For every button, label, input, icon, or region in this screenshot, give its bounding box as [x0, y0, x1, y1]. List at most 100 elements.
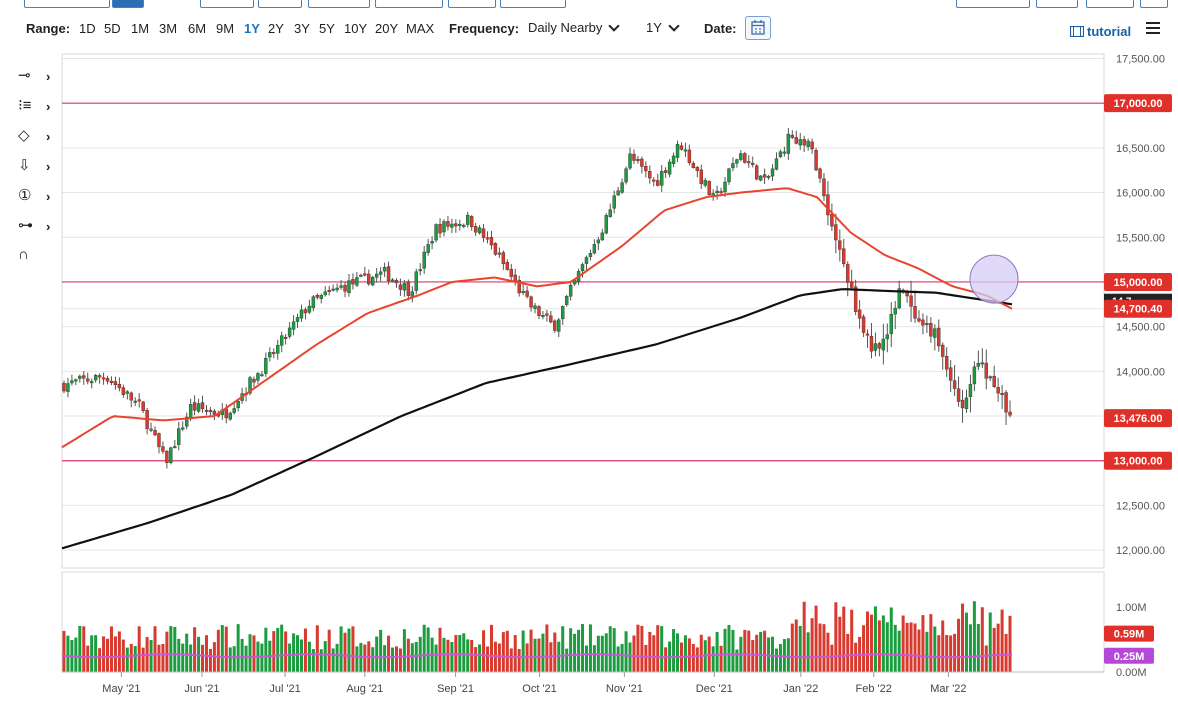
candle-body — [952, 380, 957, 389]
volume-bar — [434, 644, 438, 672]
volume-bar — [925, 631, 929, 672]
menu-icon[interactable] — [1146, 22, 1160, 34]
candle-body — [703, 180, 707, 186]
candle-body — [196, 403, 201, 412]
range-3y[interactable]: 3Y — [294, 21, 310, 36]
line-tool[interactable]: ⊸ › — [18, 66, 58, 96]
candle-body — [351, 279, 355, 285]
volume-bar — [129, 643, 133, 672]
candle — [968, 374, 973, 413]
fibonacci-tool[interactable]: ⁝≡ › — [18, 96, 58, 126]
volume-bar — [398, 648, 402, 672]
candle — [458, 219, 462, 231]
candle — [343, 281, 347, 298]
volume-bar — [905, 622, 909, 672]
candle — [842, 238, 846, 268]
symbol-go-button[interactable] — [112, 0, 144, 8]
candle — [663, 167, 668, 178]
candle-body — [173, 446, 177, 449]
candle-body — [525, 290, 529, 297]
candle-body — [477, 227, 482, 234]
candle-body — [592, 244, 597, 254]
candle — [212, 408, 217, 421]
candle-body — [537, 306, 541, 316]
range-5y[interactable]: 5Y — [319, 21, 335, 36]
candle — [857, 300, 862, 329]
candle — [648, 165, 652, 184]
candle — [925, 315, 929, 333]
range-3m[interactable]: 3M — [159, 21, 178, 36]
range-20y[interactable]: 20Y — [375, 21, 399, 36]
tutorial-link[interactable]: tutorial — [1069, 24, 1131, 39]
range-1y[interactable]: 1Y — [244, 21, 260, 36]
top-button-8[interactable] — [1036, 0, 1078, 8]
grid — [62, 57, 1104, 551]
candle — [778, 149, 783, 158]
candle-body — [121, 387, 126, 395]
candle-body — [620, 182, 624, 193]
frequency-select[interactable]: Daily Nearby — [528, 20, 621, 35]
top-button-6[interactable] — [500, 0, 566, 8]
candle-body — [327, 289, 331, 292]
range-10y[interactable]: 10Y — [344, 21, 368, 36]
volume-bar — [660, 626, 664, 672]
candle-body — [311, 296, 316, 309]
volume-bar — [620, 643, 624, 672]
range-max[interactable]: MAX — [406, 21, 435, 36]
top-button-1[interactable] — [200, 0, 254, 8]
volume-bar — [691, 643, 695, 672]
candle — [410, 286, 415, 303]
volume-badge — [1104, 625, 1154, 642]
annotation-tool[interactable]: ① › — [18, 186, 58, 216]
measure-tool[interactable]: ⊶ › — [18, 216, 58, 246]
volume-bar — [901, 615, 905, 672]
range-6m[interactable]: 6M — [188, 21, 207, 36]
arrow-tool[interactable]: ⇩ › — [18, 156, 58, 186]
top-button-4[interactable] — [375, 0, 443, 8]
candle-body — [184, 416, 189, 427]
volume-bar — [355, 646, 359, 672]
range-5d[interactable]: 5D — [104, 21, 121, 36]
candle-body — [691, 162, 696, 168]
candle — [814, 147, 818, 172]
date-picker-button[interactable] — [745, 16, 771, 40]
candle — [1008, 400, 1012, 418]
candle — [628, 147, 632, 171]
top-button-5[interactable] — [448, 0, 496, 8]
candle — [264, 352, 268, 378]
top-button-9[interactable] — [1086, 0, 1134, 8]
top-button-3[interactable] — [308, 0, 370, 8]
top-button-10[interactable] — [1140, 0, 1168, 8]
candle — [137, 393, 141, 408]
candle — [774, 152, 779, 171]
candle — [687, 144, 692, 166]
volume-bar — [889, 607, 893, 672]
volume-bar — [822, 624, 826, 672]
range-1m[interactable]: 1M — [131, 21, 150, 36]
candle-body — [291, 321, 296, 330]
candle — [806, 138, 810, 151]
candle-body — [838, 240, 842, 250]
range-2y[interactable]: 2Y — [268, 21, 284, 36]
candle-body — [192, 402, 197, 411]
candle — [830, 203, 834, 232]
candle — [659, 165, 664, 192]
candle-body — [181, 427, 185, 430]
range-9m[interactable]: 9M — [216, 21, 235, 36]
candle-body — [141, 401, 145, 411]
candle-body — [450, 223, 454, 228]
top-button-2[interactable] — [258, 0, 302, 8]
period-select[interactable]: 1Y — [646, 20, 680, 35]
symbol-input[interactable] — [24, 0, 110, 8]
top-button-7[interactable] — [956, 0, 1030, 8]
candle-body — [149, 428, 153, 431]
volume-bar — [327, 629, 331, 672]
x-tick-label: Oct '21 — [522, 683, 557, 695]
volume-bar — [208, 648, 212, 672]
candle-body — [438, 224, 442, 234]
candle-body — [1008, 411, 1012, 416]
shape-tool[interactable]: ◇ › — [18, 126, 58, 156]
magnet-tool[interactable]: ∩ — [18, 246, 58, 276]
candle — [351, 273, 355, 290]
range-1d[interactable]: 1D — [79, 21, 96, 36]
